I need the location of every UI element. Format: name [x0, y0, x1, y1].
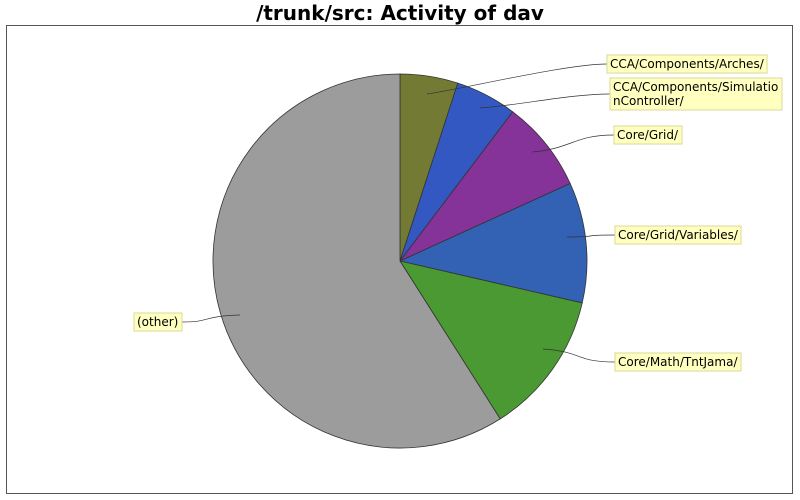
leader-line — [566, 234, 616, 238]
label-box — [613, 125, 683, 145]
label-text: (other) — [137, 315, 178, 329]
slice-label: Core/Grid/ — [613, 125, 683, 145]
label-text: Core/Grid/Variables/ — [618, 228, 739, 242]
slice-label: CCA/Components/Arches/ — [606, 54, 768, 74]
leader-line — [426, 63, 608, 95]
pie-slice — [399, 260, 583, 420]
pie-slice — [398, 182, 588, 304]
label-text: Core/Grid/ — [617, 128, 679, 142]
label-box — [614, 225, 742, 245]
label-box — [133, 312, 183, 332]
chart-title: /trunk/src: Activity of dav — [256, 1, 544, 25]
pie-slice — [399, 111, 571, 262]
leader-line — [479, 93, 611, 109]
plot-frame — [6, 25, 793, 494]
leaders-layer — [181, 63, 616, 363]
slices-layer — [212, 73, 588, 449]
slice-label: Core/Math/TntJama/ — [614, 352, 742, 372]
pie-slice — [212, 73, 501, 449]
label-text: CCA/Components/Simulatio — [613, 80, 778, 94]
label-text: CCA/Components/Arches/ — [610, 57, 765, 71]
leader-line — [542, 348, 616, 363]
labels-layer: CCA/Components/Arches/CCA/Components/Sim… — [133, 54, 783, 372]
leader-line — [181, 314, 241, 323]
label-box — [614, 352, 742, 372]
leader-line — [531, 134, 615, 153]
slice-label: (other) — [133, 312, 183, 332]
label-box — [609, 77, 783, 111]
slice-label: Core/Grid/Variables/ — [614, 225, 742, 245]
label-text: Core/Math/TntJama/ — [618, 355, 738, 369]
label-text: nController/ — [613, 94, 685, 108]
label-box — [606, 54, 768, 74]
